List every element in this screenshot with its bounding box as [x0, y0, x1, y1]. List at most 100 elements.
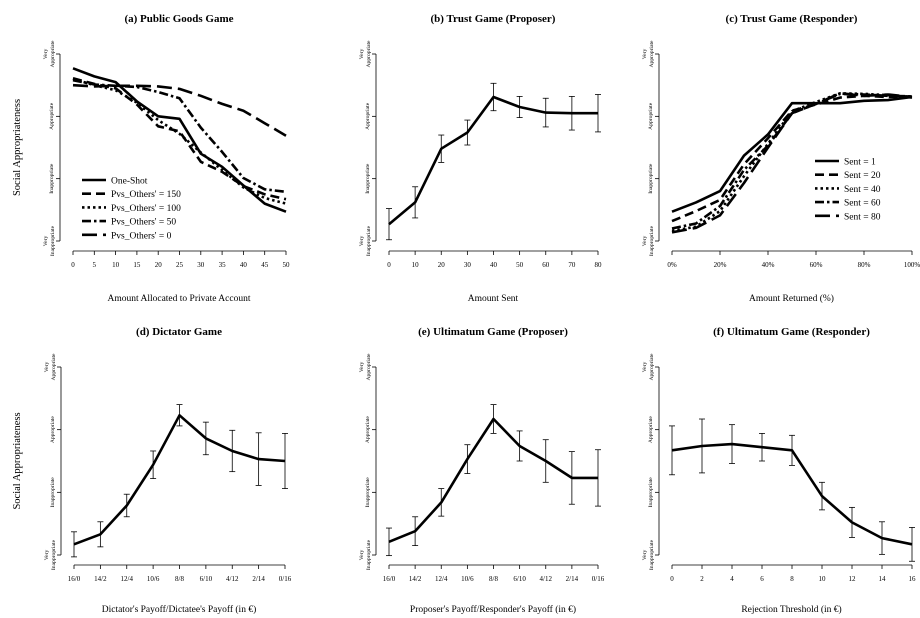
legend-label: Sent = 60 — [844, 199, 881, 209]
series-line-1 — [388, 417, 598, 544]
y-tick-label: Inappropriate — [50, 477, 56, 508]
x-tick-label: 8/8 — [175, 575, 184, 583]
x-tick-label: 14 — [879, 575, 887, 583]
legend-label: Pvs_Others' = 50 — [111, 218, 176, 228]
x-tick-label: 4 — [730, 575, 734, 583]
x-tick-label: 60% — [810, 261, 823, 269]
chart-title: (f) Ultimatum Game (Responder) — [713, 326, 870, 338]
chart-title: (d) Dictator Game — [136, 326, 222, 338]
y-tick-label: Very — [359, 550, 365, 561]
y-tick-label: Inappropriate — [648, 163, 654, 194]
chart-panel-4: (d) Dictator Game Dictator's Payoff/Dicta… — [12, 326, 292, 615]
legend-label: Sent = 1 — [844, 158, 876, 168]
x-tick-label: 12 — [849, 575, 857, 583]
x-tick-label: 20% — [714, 261, 727, 269]
chart-panel-3: (c) Trust Game (Responder) Amount Returne… — [642, 13, 920, 304]
x-tick-label: 4/12 — [540, 575, 553, 583]
x-tick-label: 40% — [762, 261, 775, 269]
y-tick-label: Appropriate — [649, 40, 655, 68]
y-tick-label: Very — [359, 236, 365, 247]
legend-label: Pvs_Others' = 150 — [111, 190, 181, 200]
x-tick-label: 4/12 — [226, 575, 239, 583]
x-tick-label: 2/14 — [252, 575, 265, 583]
y-tick-label: Very — [43, 49, 49, 60]
series-line-5 — [671, 92, 913, 234]
chart-panel-1: (a) Public Goods Game Amount Allocated to… — [12, 13, 290, 304]
legend-label: Pvs_Others' = 0 — [111, 231, 172, 241]
x-tick-label: 50 — [283, 261, 291, 269]
y-tick-label: Very — [642, 362, 648, 373]
x-tick-label: 2 — [700, 575, 704, 583]
x-axis-label: Amount Sent — [468, 294, 519, 304]
y-tick-label: Inappropriate — [365, 163, 371, 194]
y-tick-label: Very — [359, 362, 365, 373]
x-tick-label: 40 — [240, 261, 248, 269]
x-tick-label: 100% — [904, 261, 920, 269]
x-tick-label: 8 — [790, 575, 794, 583]
y-tick-label: Inappropriate — [49, 163, 55, 194]
series-line-1 — [73, 413, 286, 546]
y-tick-label: Appropriate — [50, 416, 56, 444]
x-tick-label: 6 — [760, 575, 764, 583]
x-tick-label: 16/0 — [68, 575, 81, 583]
x-tick-label: 35 — [219, 261, 227, 269]
y-tick-label: Appropriate — [649, 353, 655, 381]
legend-label: Sent = 20 — [844, 171, 881, 181]
x-axis-label: Rejection Threshold (in €) — [741, 604, 841, 615]
x-tick-label: 80% — [858, 261, 871, 269]
y-tick-label: Appropriate — [50, 40, 56, 68]
x-tick-label: 10 — [112, 261, 120, 269]
x-tick-label: 12/4 — [435, 575, 448, 583]
x-axis-label: Dictator's Payoff/Dictatee's Payoff (in … — [102, 604, 257, 615]
chart-title: (a) Public Goods Game — [124, 13, 233, 25]
x-tick-label: 80 — [595, 261, 603, 269]
y-tick-label: Appropriate — [648, 416, 654, 444]
chart-title: (c) Trust Game (Responder) — [726, 13, 858, 25]
y-tick-label: Inappropriate — [366, 225, 372, 256]
x-tick-label: 10/6 — [147, 575, 160, 583]
x-axis-label: Amount Allocated to Private Account — [107, 294, 250, 304]
y-tick-label: Very — [359, 49, 365, 60]
y-tick-label: Very — [642, 236, 648, 247]
x-tick-label: 30 — [464, 261, 472, 269]
y-tick-label: Appropriate — [365, 416, 371, 444]
x-tick-label: 0/16 — [279, 575, 292, 583]
series-line-2 — [671, 94, 913, 223]
x-tick-label: 20 — [438, 261, 446, 269]
x-tick-label: 0% — [667, 261, 677, 269]
y-tick-label: Very — [642, 550, 648, 561]
x-tick-label: 0/16 — [592, 575, 605, 583]
x-tick-label: 15 — [133, 261, 141, 269]
y-tick-label: Appropriate — [51, 353, 57, 381]
x-tick-label: 14/2 — [94, 575, 107, 583]
chart-title: (e) Ultimatum Game (Proposer) — [418, 326, 568, 338]
x-axis-label: Proposer's Payoff/Responder's Payoff (in… — [410, 604, 576, 615]
y-tick-label: Appropriate — [365, 102, 371, 130]
y-tick-label: Inappropriate — [51, 539, 57, 570]
chart-panel-6: (f) Ultimatum Game (Responder) Rejection … — [642, 326, 916, 615]
x-tick-label: 8/8 — [489, 575, 498, 583]
x-tick-label: 0 — [71, 261, 75, 269]
y-tick-label: Inappropriate — [648, 477, 654, 508]
y-tick-label: Appropriate — [366, 40, 372, 68]
x-tick-label: 70 — [568, 261, 576, 269]
y-axis-label: Social Appropriateness — [12, 99, 23, 196]
y-tick-label: Appropriate — [648, 102, 654, 130]
series-line-5 — [72, 83, 287, 137]
y-tick-label: Inappropriate — [365, 477, 371, 508]
legend-label: Pvs_Others' = 100 — [111, 204, 181, 214]
y-axis-label: Social Appropriateness — [12, 412, 23, 509]
x-tick-label: 30 — [197, 261, 205, 269]
y-tick-label: Inappropriate — [649, 225, 655, 256]
y-tick-label: Very — [43, 236, 49, 247]
x-tick-label: 16 — [909, 575, 917, 583]
y-tick-label: Appropriate — [366, 353, 372, 381]
x-tick-label: 0 — [670, 575, 674, 583]
x-tick-label: 25 — [176, 261, 184, 269]
series-line-1 — [72, 67, 287, 213]
x-tick-label: 20 — [155, 261, 163, 269]
x-tick-label: 10 — [819, 575, 827, 583]
series-line-1 — [388, 95, 598, 226]
x-tick-label: 2/14 — [566, 575, 579, 583]
legend: Sent = 1 Sent = 20 Sent = 40 Sent = 60 Sent … — [815, 158, 881, 222]
